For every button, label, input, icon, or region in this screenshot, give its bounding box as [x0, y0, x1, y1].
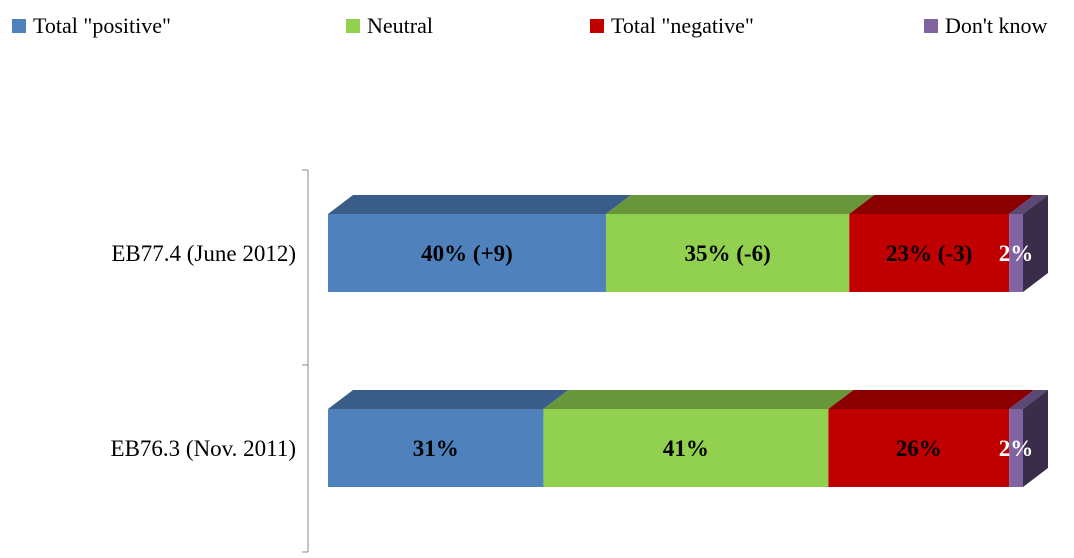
data-label-total-positive-1: 31% — [413, 436, 459, 461]
category-label-1: EB76.3 (Nov. 2011) — [111, 436, 296, 461]
bar-segment-neutral-1 — [543, 390, 854, 487]
data-label-don-t-know-1: 2% — [999, 436, 1034, 461]
legend-label-total-negative: Total "negative" — [611, 13, 754, 38]
data-label-total-negative-0: 23% (-3) — [886, 241, 972, 266]
legend-swatch-total-negative — [590, 19, 604, 33]
category-label-0: EB77.4 (June 2012) — [111, 241, 296, 266]
bar-segment-total-negative-1 — [828, 390, 1035, 487]
bar-segment-don-t-know-0 — [1009, 195, 1048, 292]
bar-segment-total-positive-0 — [328, 195, 631, 292]
bar-segment-total-negative-0 — [849, 195, 1035, 292]
bar-segment-total-positive-1 — [328, 390, 569, 487]
legend-swatch-neutral — [346, 19, 360, 33]
legend-swatch-total-positive — [12, 19, 26, 33]
bar-segment-neutral-0 — [606, 195, 875, 292]
legend-label-don-t-know: Don't know — [945, 13, 1047, 38]
bar-segment-don-t-know-1 — [1009, 390, 1048, 487]
data-label-don-t-know-0: 2% — [999, 241, 1034, 266]
data-label-neutral-1: 41% — [663, 436, 709, 461]
legend-label-total-positive: Total "positive" — [33, 13, 171, 38]
category-axis: EB77.4 (June 2012) EB76.3 (Nov. 2011) — [111, 169, 309, 553]
data-label-total-positive-0: 40% (+9) — [421, 241, 513, 266]
bars: 40% (+9) 35% (-6) 23% (-3) 2% 31% 41% 26% 2% — [328, 195, 1048, 487]
data-label-total-negative-1: 26% — [896, 436, 942, 461]
legend-label-neutral: Neutral — [367, 13, 433, 38]
legend: Total "positive" Neutral Total "negative" D… — [12, 13, 1047, 38]
data-label-neutral-0: 35% (-6) — [685, 241, 771, 266]
legend-swatch-don-t-know — [924, 19, 938, 33]
